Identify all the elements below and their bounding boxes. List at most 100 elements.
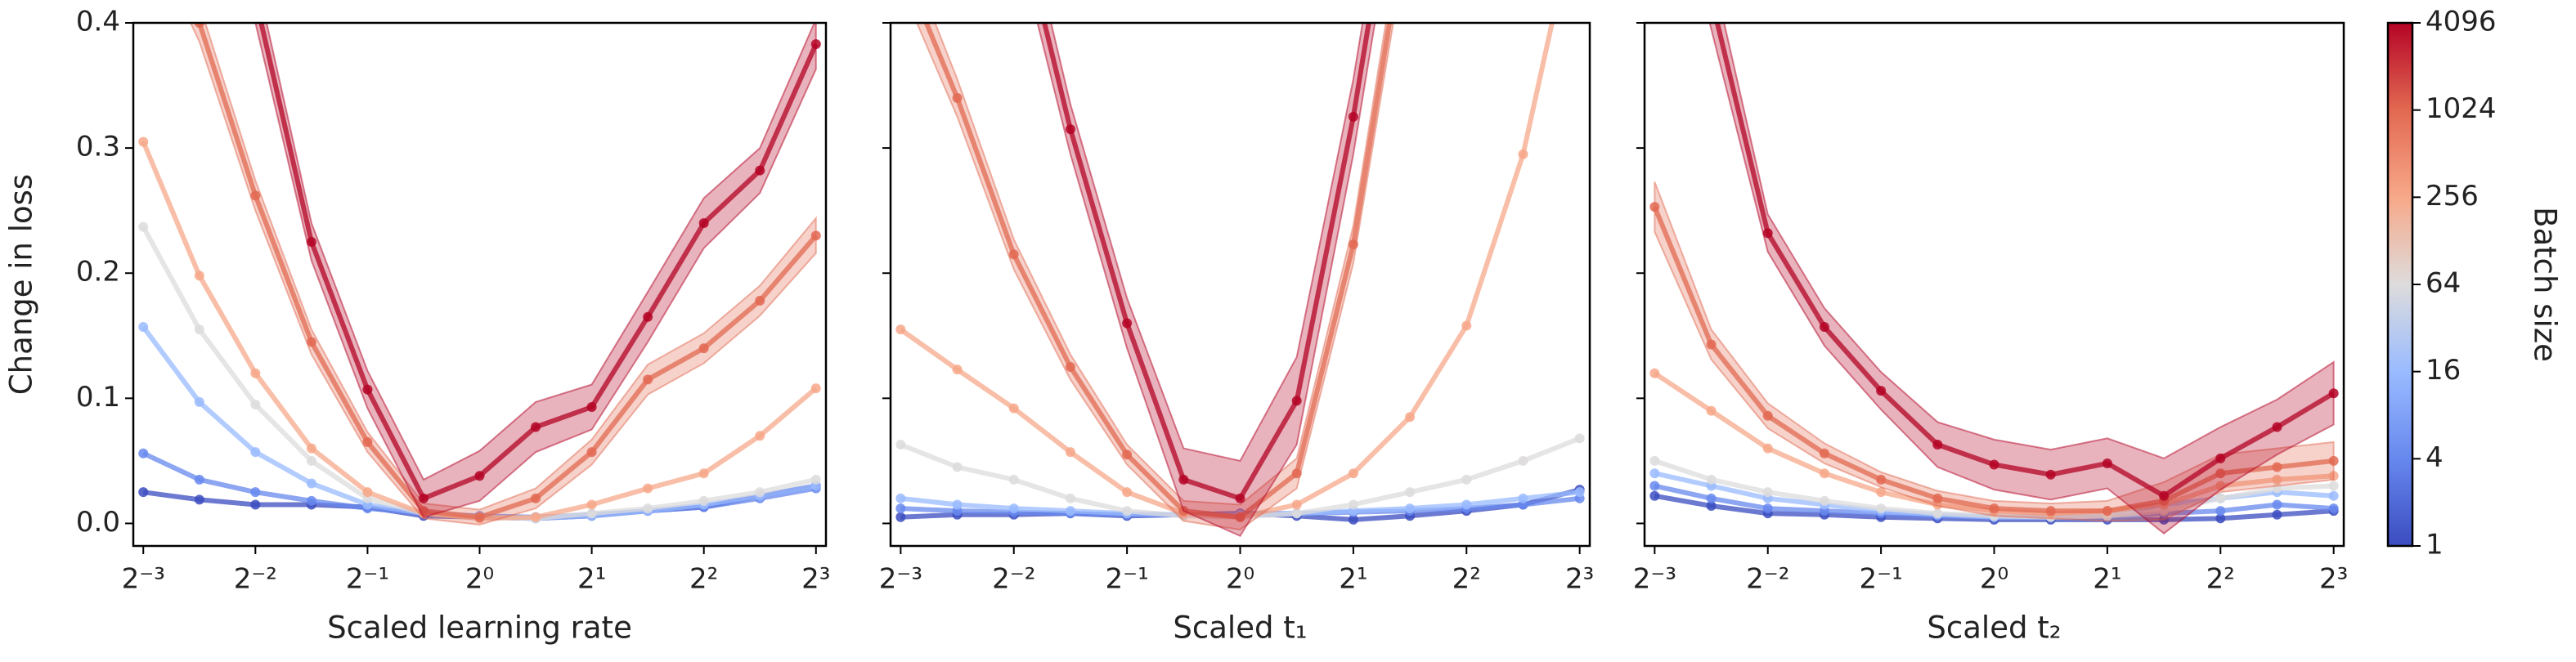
- point: [1518, 493, 1528, 503]
- x-tick-label: 2⁻²: [1746, 563, 1789, 596]
- point: [643, 503, 653, 514]
- point: [1348, 499, 1358, 510]
- point: [952, 462, 963, 472]
- point: [1291, 396, 1302, 406]
- x-tick-label: 2⁰: [1980, 563, 2008, 596]
- point: [1762, 503, 1773, 514]
- point: [895, 439, 906, 450]
- point: [1876, 474, 1887, 485]
- point: [1065, 124, 1075, 135]
- point: [250, 190, 261, 201]
- point: [1405, 503, 1416, 514]
- error-band: [1654, 181, 2335, 522]
- point: [1178, 474, 1189, 485]
- point: [755, 165, 765, 176]
- point: [1706, 405, 1717, 416]
- point: [1649, 455, 1660, 466]
- point: [1065, 493, 1075, 503]
- point: [362, 487, 373, 498]
- point: [1518, 455, 1528, 466]
- point: [810, 39, 821, 50]
- point: [194, 494, 204, 505]
- point: [1706, 501, 1717, 512]
- point: [1122, 487, 1133, 498]
- point: [755, 295, 765, 306]
- point: [531, 512, 541, 522]
- point: [1461, 474, 1472, 485]
- line: [1042, 23, 1371, 502]
- point: [250, 499, 261, 510]
- point: [1932, 508, 1943, 519]
- x-tick-label: 2¹: [2093, 563, 2121, 596]
- point: [1518, 149, 1528, 159]
- y-tick-label: 0.4: [76, 6, 120, 38]
- point: [362, 384, 373, 395]
- point: [895, 493, 906, 503]
- x-tick-label: 2³: [1565, 563, 1594, 596]
- point: [1065, 362, 1075, 373]
- point: [1348, 514, 1358, 525]
- point: [1348, 468, 1358, 479]
- point: [138, 322, 149, 333]
- point: [1065, 506, 1075, 517]
- point: [810, 383, 821, 394]
- point: [2159, 490, 2170, 501]
- point: [1819, 448, 1829, 458]
- point: [1008, 503, 1019, 514]
- point: [643, 483, 653, 494]
- colorbar-tick-label: 1024: [2426, 92, 2497, 125]
- colorbar-tick-label: 4096: [2426, 6, 2497, 38]
- point: [2045, 506, 2056, 517]
- point: [1008, 249, 1019, 260]
- point: [1876, 386, 1887, 396]
- point: [698, 217, 709, 228]
- colorbar-tick-label: 4: [2426, 441, 2444, 474]
- y-tick-label: 0.3: [76, 131, 120, 163]
- colorbar-tick-label: 256: [2426, 180, 2479, 212]
- point: [1461, 320, 1472, 331]
- point: [138, 448, 149, 458]
- point: [2328, 455, 2339, 466]
- point: [250, 368, 261, 378]
- point: [306, 443, 316, 454]
- point: [418, 493, 429, 503]
- point: [1706, 339, 1717, 350]
- point: [952, 499, 963, 510]
- point: [1819, 468, 1829, 479]
- line: [258, 23, 819, 502]
- colorbar-tick-label: 1: [2426, 529, 2444, 561]
- point: [2272, 509, 2282, 520]
- x-tick-label: 2¹: [577, 563, 606, 596]
- point: [2272, 462, 2282, 472]
- point: [2102, 458, 2112, 468]
- point: [250, 0, 260, 2]
- x-tick-label: 2⁻¹: [1860, 563, 1903, 596]
- point: [306, 337, 316, 347]
- y-tick-label: 0.1: [76, 381, 120, 414]
- point: [2272, 499, 2282, 510]
- point: [1122, 506, 1133, 517]
- point: [1291, 499, 1302, 510]
- point: [1762, 487, 1773, 498]
- point: [138, 221, 149, 232]
- y-tick-label: 0.2: [76, 256, 120, 289]
- point: [1989, 503, 1999, 514]
- point: [138, 136, 149, 147]
- point: [698, 495, 709, 506]
- point: [194, 23, 204, 28]
- point: [586, 508, 597, 519]
- x-tick-label: 2³: [801, 563, 830, 596]
- x-tick-label: 2⁰: [465, 563, 494, 596]
- point: [2328, 503, 2339, 514]
- point: [1348, 111, 1358, 122]
- point: [1291, 468, 1302, 479]
- point: [250, 487, 261, 498]
- x-tick-label: 2⁻¹: [1106, 563, 1149, 596]
- error-band: [916, 23, 1394, 531]
- point: [810, 230, 821, 241]
- x-tick-label: 2²: [1452, 563, 1481, 596]
- point: [1707, 0, 1717, 2]
- point: [194, 324, 204, 335]
- colorbar: [2386, 21, 2414, 548]
